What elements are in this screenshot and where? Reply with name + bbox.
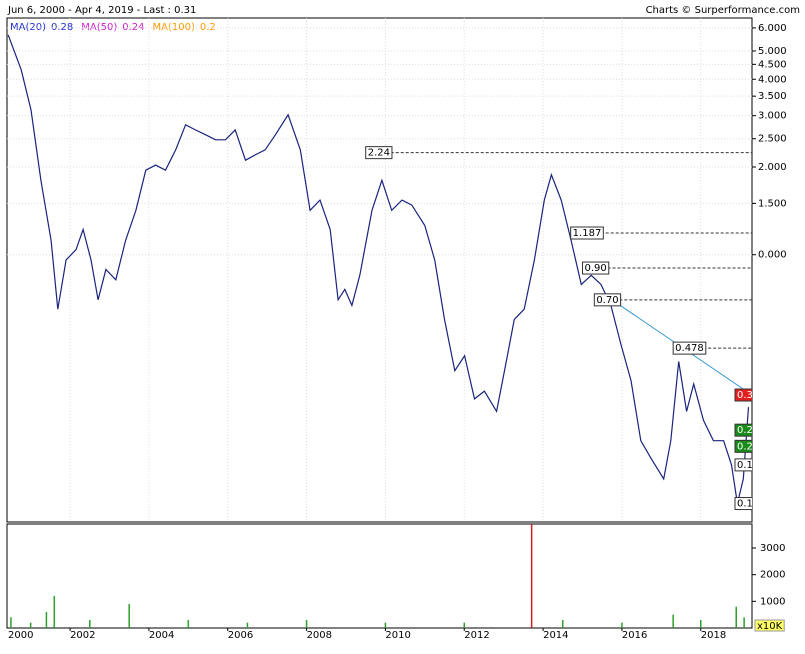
level-label-box (365, 146, 393, 160)
level-label: 0.90 (585, 263, 607, 274)
volume-panel (6, 523, 753, 629)
x-tick-label: 2010 (385, 630, 410, 641)
level-label: 0.70 (596, 295, 618, 306)
legend-value: 0.2 (200, 22, 216, 33)
price-line (7, 34, 750, 504)
level-label: 0.22 (737, 441, 759, 452)
volume-bar (384, 622, 387, 628)
x-tick-label: 2016 (622, 630, 647, 641)
price-panel (6, 17, 753, 523)
y-tick-label: 0.000 (758, 250, 787, 261)
volume-bar (700, 620, 702, 628)
level-label-box (734, 423, 752, 437)
x-tick-label: 2006 (228, 630, 253, 641)
chart-title: Jun 6, 2000 - Apr 4, 2019 - Last : 0.31 (7, 5, 196, 16)
level-label-box (582, 261, 610, 275)
level-label-box (593, 293, 622, 307)
volume-bar (562, 620, 564, 628)
chart-credit: Charts © Surperformance.com (646, 5, 800, 16)
volume-bar (530, 524, 533, 628)
volume-bar (128, 604, 130, 628)
level-label: 0.33 (737, 390, 759, 401)
y-tick-label: 2.000 (758, 162, 787, 173)
legend-value: 0.28 (51, 22, 73, 33)
level-label-box (734, 458, 752, 472)
volume-plot (10, 524, 745, 628)
y-tick-label: 1.500 (758, 198, 787, 209)
legend-name: MA(100) (153, 22, 195, 33)
price-plot: 2.24 1.187 0.90 0.70 0.478 0.33 0.25 0.22 0.19 0.… (7, 18, 759, 522)
volume-bar (10, 617, 12, 628)
y-tick-label: 3.500 (758, 91, 787, 102)
axes: 6.000 5.000 4.500 4.000 3.500 3.000 2.500 2.000… (8, 23, 787, 641)
y-tick-label: 2.500 (758, 134, 787, 145)
volume-bar (463, 622, 465, 628)
x-tick-label: 2008 (307, 630, 332, 641)
level-label: 2.24 (368, 148, 390, 159)
level-label: 0.25 (737, 425, 759, 436)
volume-bar (89, 620, 91, 628)
volume-tick-label: 1000 (760, 596, 785, 607)
volume-unit-box (754, 619, 785, 632)
level-label: 0.19 (737, 460, 759, 471)
x-tick-label: 2014 (543, 630, 568, 641)
volume-bar (246, 622, 249, 628)
y-tick-label: 3.000 (758, 111, 787, 122)
legend-name: MA(50) (81, 22, 117, 33)
volume-bar (53, 596, 56, 628)
level-label: 0.478 (675, 343, 704, 354)
y-tick-label: 6.000 (758, 23, 787, 34)
level-label-box (734, 388, 752, 402)
x-tick-label: 2018 (701, 630, 726, 641)
y-tick-label: 5.000 (758, 46, 787, 57)
volume-bar (187, 620, 190, 628)
volume-tick-label: 2000 (760, 570, 785, 581)
level-label: 0.14 (737, 499, 759, 510)
y-tick-label: 4.000 (758, 74, 787, 85)
x-tick-label: 2004 (149, 630, 174, 641)
volume-bar (621, 622, 623, 628)
volume-bar (672, 614, 674, 628)
volume-bar (305, 620, 308, 628)
level-label-box (734, 439, 752, 453)
level-label-box (672, 341, 707, 355)
volume-tick-label: 3000 (760, 543, 785, 554)
volume-bar (45, 612, 48, 628)
volume-bar (743, 617, 745, 628)
x-tick-label: 2012 (464, 630, 489, 641)
level-label-box (570, 226, 604, 240)
x-tick-label: 2000 (8, 630, 33, 641)
x-tick-label: 2002 (70, 630, 95, 641)
level-label: 1.187 (573, 228, 602, 239)
y-tick-label: 4.500 (758, 59, 787, 70)
volume-bar (29, 622, 32, 628)
volume-unit: x10K (757, 621, 783, 632)
volume-bar (735, 606, 737, 628)
level-label-box (734, 497, 752, 511)
